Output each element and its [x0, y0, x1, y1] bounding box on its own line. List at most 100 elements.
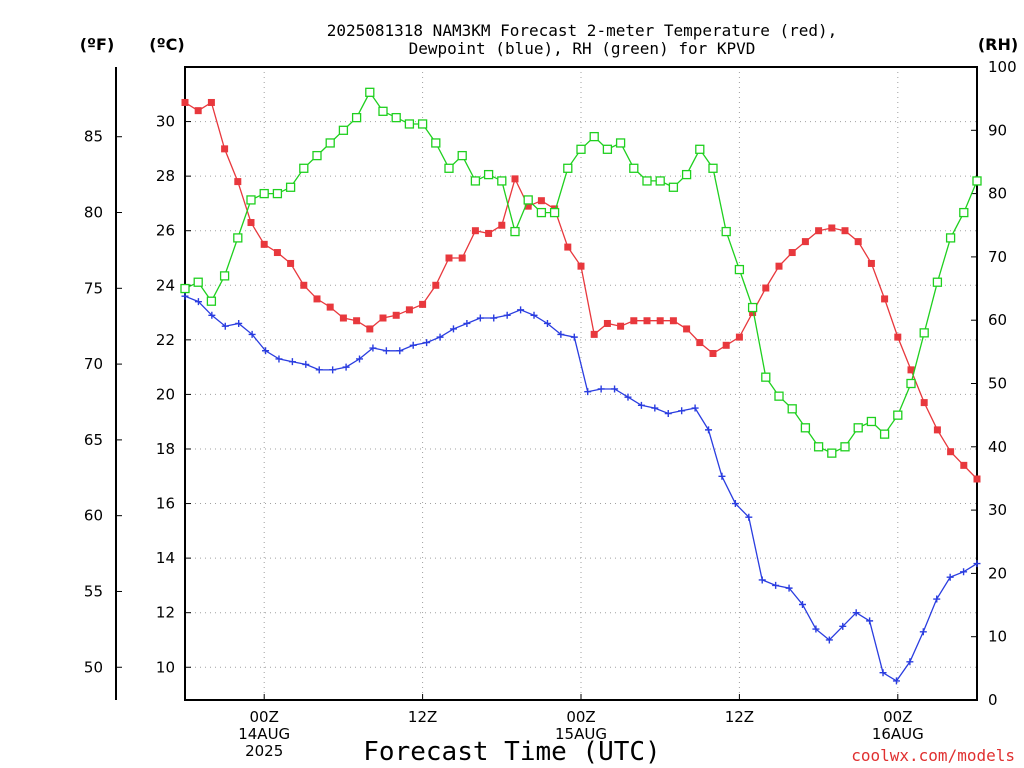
rh-point	[747, 302, 758, 313]
rh-point	[312, 150, 322, 161]
dewpoint-point	[852, 609, 860, 617]
temperature-point	[801, 238, 809, 246]
rh-point	[431, 138, 441, 148]
temperature-point	[933, 426, 941, 434]
temperature-point	[577, 262, 585, 270]
dewpoint-point	[208, 311, 216, 319]
temperature-point	[537, 197, 545, 205]
celsius-tick-label: 28	[156, 167, 175, 185]
rh-point	[325, 138, 335, 148]
temperature-point	[498, 221, 506, 229]
dewpoint-point	[436, 333, 444, 341]
series-dewpoint	[181, 292, 981, 685]
temperature-point	[590, 330, 598, 338]
rh-point	[959, 207, 969, 218]
temperature-point	[458, 254, 466, 262]
fahrenheit-tick-label: 50	[84, 658, 103, 676]
dewpoint-point	[449, 325, 457, 333]
rh-tick-label: 20	[988, 564, 1007, 582]
temperature-point	[960, 461, 968, 469]
dewpoint-point	[490, 314, 498, 322]
celsius-tick-label: 18	[156, 440, 175, 458]
x-tick-label: 16AUG	[872, 725, 924, 743]
temperature-point	[445, 254, 453, 262]
dewpoint-point	[637, 401, 645, 409]
rh-tick-label: 100	[988, 58, 1017, 76]
dewpoint-point	[892, 677, 900, 685]
rh-tick-label: 0	[988, 691, 998, 709]
temperature-point	[260, 240, 268, 248]
dewpoint-point	[356, 355, 364, 363]
rh-point	[629, 163, 639, 173]
rh-point	[615, 138, 626, 148]
dewpoint-point	[678, 407, 686, 415]
fahrenheit-tick-label: 70	[84, 355, 103, 373]
x-tick-label: 12Z	[408, 708, 437, 726]
rh-point	[483, 169, 494, 180]
rh-tick-label: 10	[988, 628, 1007, 646]
temperature-point	[841, 227, 849, 235]
x-tick-label: 2025	[245, 742, 283, 760]
rh-tick-label: 60	[988, 311, 1007, 329]
rh-tick-label: 30	[988, 501, 1007, 519]
rh-point	[417, 119, 428, 129]
temperature-point	[669, 317, 677, 325]
temperature-point	[326, 303, 334, 311]
temperature-point	[643, 317, 651, 325]
rh-point	[945, 233, 956, 243]
dewpoint-point	[772, 581, 780, 589]
dewpoint-point	[382, 347, 390, 355]
dewpoint-point	[570, 333, 578, 341]
temperature-point	[234, 178, 242, 186]
celsius-tick-label: 16	[156, 495, 175, 513]
rh-point	[972, 176, 982, 186]
rh-point	[193, 277, 203, 287]
rh-point	[510, 226, 520, 237]
dewpoint-point	[879, 669, 887, 677]
dewpoint-point	[221, 322, 229, 330]
dewpoint-point	[409, 341, 417, 349]
dewpoint-point	[785, 584, 793, 592]
temperature-point	[511, 175, 519, 183]
temperature-point	[815, 227, 823, 235]
rh-point	[761, 372, 771, 382]
dewpoint-point	[275, 355, 283, 363]
rh-point	[602, 144, 613, 154]
temperature-point	[722, 341, 730, 349]
dewpoint-point	[705, 426, 713, 434]
dewpoint-point	[651, 404, 659, 412]
temperature-point	[617, 322, 625, 330]
x-tick-label: 00Z	[883, 708, 912, 726]
temperature-point	[247, 219, 255, 227]
celsius-unit-label: (ºC)	[149, 35, 184, 54]
dewpoint-point	[248, 330, 256, 338]
temperature-point	[392, 311, 400, 319]
dewpoint-point	[866, 617, 874, 625]
rh-point	[787, 404, 797, 414]
rh-point	[378, 106, 388, 116]
dewpoint-point	[611, 385, 619, 393]
rh-tick-label: 90	[988, 121, 1007, 139]
dewpoint-point	[691, 404, 699, 412]
rh-point	[919, 328, 929, 338]
dewpoint-point	[463, 319, 471, 327]
rh-tick-label: 80	[988, 185, 1007, 203]
rh-point	[285, 182, 296, 192]
rh-point	[721, 226, 731, 237]
dewpoint-point	[745, 513, 753, 521]
x-tick-label: 12Z	[725, 708, 754, 726]
plot-frame	[184, 66, 978, 701]
fahrenheit-tick-label: 75	[84, 279, 103, 297]
celsius-tick-label: 20	[156, 385, 175, 403]
temperature-point	[788, 249, 796, 257]
temperature-point	[735, 333, 743, 341]
temperature-point	[881, 295, 889, 303]
fahrenheit-tick-label: 55	[84, 582, 103, 600]
rh-point	[457, 150, 467, 161]
series-line-dewpoint	[184, 295, 978, 682]
temperature-point	[405, 306, 413, 314]
dewpoint-point	[369, 344, 377, 352]
rh-point	[206, 296, 217, 306]
rh-point	[246, 195, 256, 205]
celsius-tick-label: 26	[156, 222, 175, 240]
